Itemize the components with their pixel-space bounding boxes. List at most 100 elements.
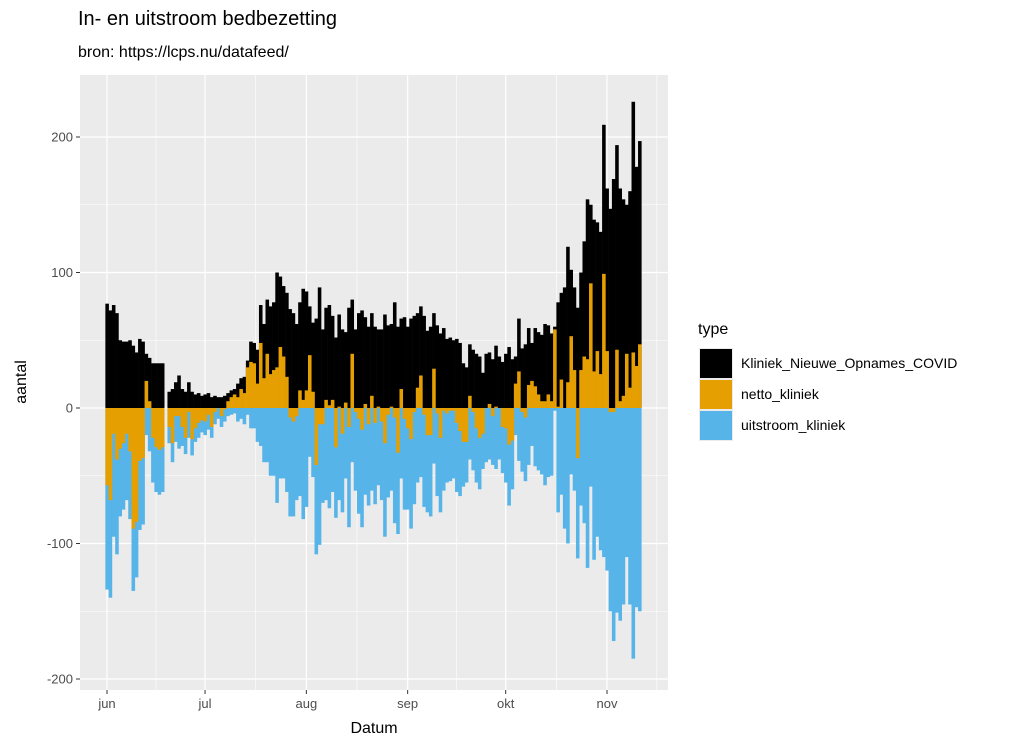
bar-uitstroom_kliniek bbox=[497, 408, 502, 460]
bar-netto_kliniek bbox=[412, 408, 417, 413]
bar-uitstroom_kliniek bbox=[249, 408, 253, 429]
bar-netto_kliniek bbox=[566, 382, 570, 408]
bar-Kliniek_Nieuwe_Opnames_COVID bbox=[151, 363, 155, 408]
bar-Kliniek_Nieuwe_Opnames_COVID bbox=[330, 315, 335, 408]
y-axis-label: aantal bbox=[13, 360, 30, 404]
bar-Kliniek_Nieuwe_Opnames_COVID bbox=[562, 287, 567, 408]
bar-uitstroom_kliniek bbox=[216, 408, 221, 419]
legend-label: uitstroom_kliniek bbox=[741, 417, 846, 433]
bar-uitstroom_kliniek bbox=[526, 408, 531, 465]
bar-netto_kliniek bbox=[196, 408, 201, 423]
bar-netto_kliniek bbox=[200, 408, 204, 421]
bar-uitstroom_kliniek bbox=[111, 408, 116, 537]
x-tick-label: sep bbox=[397, 696, 418, 711]
bar-uitstroom_kliniek bbox=[281, 408, 286, 479]
bar-netto_kliniek bbox=[517, 371, 521, 408]
bar-uitstroom_kliniek bbox=[468, 408, 472, 460]
bar-netto_kliniek bbox=[118, 408, 123, 449]
bar-uitstroom_kliniek bbox=[347, 408, 351, 528]
bar-netto_kliniek bbox=[242, 393, 247, 408]
bar-netto_kliniek bbox=[624, 353, 629, 408]
bar-uitstroom_kliniek bbox=[517, 408, 521, 461]
bar-netto_kliniek bbox=[379, 408, 384, 422]
bar-uitstroom_kliniek bbox=[128, 408, 132, 520]
bar-netto_kliniek bbox=[115, 408, 119, 460]
bar-netto_kliniek bbox=[121, 408, 126, 444]
bar-uitstroom_kliniek bbox=[389, 408, 394, 491]
bar-netto_kliniek bbox=[239, 389, 243, 408]
bar-Kliniek_Nieuwe_Opnames_COVID bbox=[634, 166, 639, 408]
bar-netto_kliniek bbox=[605, 351, 609, 408]
bar-netto_kliniek bbox=[569, 336, 573, 408]
bar-Kliniek_Nieuwe_Opnames_COVID bbox=[275, 272, 279, 408]
bar-uitstroom_kliniek bbox=[317, 408, 322, 545]
bar-netto_kliniek bbox=[474, 408, 479, 429]
bar-uitstroom_kliniek bbox=[124, 408, 129, 501]
bar-Kliniek_Nieuwe_Opnames_COVID bbox=[213, 395, 217, 408]
bar-Kliniek_Nieuwe_Opnames_COVID bbox=[379, 329, 384, 408]
bar-Kliniek_Nieuwe_Opnames_COVID bbox=[154, 363, 158, 408]
bar-Kliniek_Nieuwe_Opnames_COVID bbox=[582, 241, 587, 408]
bar-netto_kliniek bbox=[559, 379, 564, 408]
bar-uitstroom_kliniek bbox=[147, 408, 152, 452]
bar-netto_kliniek bbox=[138, 408, 142, 461]
bar-Kliniek_Nieuwe_Opnames_COVID bbox=[193, 394, 198, 408]
bar-Kliniek_Nieuwe_Opnames_COVID bbox=[575, 307, 580, 408]
bar-Kliniek_Nieuwe_Opnames_COVID bbox=[111, 305, 116, 408]
y-axis: -200 -100 0 100 200 bbox=[47, 130, 80, 687]
bar-Kliniek_Nieuwe_Opnames_COVID bbox=[624, 204, 629, 408]
bar-uitstroom_kliniek bbox=[265, 408, 270, 463]
bar-netto_kliniek bbox=[288, 408, 292, 418]
bar-Kliniek_Nieuwe_Opnames_COVID bbox=[605, 188, 609, 408]
bar-uitstroom_kliniek bbox=[549, 408, 554, 476]
bar-Kliniek_Nieuwe_Opnames_COVID bbox=[288, 309, 292, 408]
bar-uitstroom_kliniek bbox=[242, 408, 247, 425]
bar-Kliniek_Nieuwe_Opnames_COVID bbox=[595, 222, 600, 408]
bar-Kliniek_Nieuwe_Opnames_COVID bbox=[327, 305, 332, 408]
bar-netto_kliniek bbox=[392, 408, 397, 418]
bar-uitstroom_kliniek bbox=[144, 408, 149, 436]
bar-netto_kliniek bbox=[134, 408, 139, 522]
bar-Kliniek_Nieuwe_Opnames_COVID bbox=[389, 323, 394, 408]
bar-uitstroom_kliniek bbox=[350, 408, 355, 463]
bar-Kliniek_Nieuwe_Opnames_COVID bbox=[445, 338, 449, 408]
bar-netto_kliniek bbox=[327, 405, 332, 408]
bar-netto_kliniek bbox=[268, 374, 273, 408]
bar-netto_kliniek bbox=[546, 394, 551, 408]
bar-netto_kliniek bbox=[173, 408, 178, 417]
bar-netto_kliniek bbox=[370, 395, 374, 408]
bar-Kliniek_Nieuwe_Opnames_COVID bbox=[209, 397, 214, 408]
bar-uitstroom_kliniek bbox=[585, 408, 590, 568]
bar-netto_kliniek bbox=[301, 399, 306, 408]
bar-Kliniek_Nieuwe_Opnames_COVID bbox=[428, 326, 433, 408]
bar-uitstroom_kliniek bbox=[533, 408, 538, 467]
bar-Kliniek_Nieuwe_Opnames_COVID bbox=[631, 101, 636, 409]
bar-uitstroom_kliniek bbox=[226, 408, 230, 417]
bar-uitstroom_kliniek bbox=[572, 408, 577, 491]
bar-Kliniek_Nieuwe_Opnames_COVID bbox=[399, 318, 404, 408]
bar-Kliniek_Nieuwe_Opnames_COVID bbox=[549, 333, 554, 408]
bar-Kliniek_Nieuwe_Opnames_COVID bbox=[281, 286, 286, 408]
bar-uitstroom_kliniek bbox=[425, 408, 430, 513]
bar-Kliniek_Nieuwe_Opnames_COVID bbox=[337, 314, 341, 408]
bar-netto_kliniek bbox=[275, 367, 279, 408]
bar-Kliniek_Nieuwe_Opnames_COVID bbox=[406, 326, 410, 408]
bar-Kliniek_Nieuwe_Opnames_COVID bbox=[147, 357, 152, 408]
bar-uitstroom_kliniek bbox=[507, 408, 511, 506]
bar-uitstroom_kliniek bbox=[357, 408, 361, 514]
bar-netto_kliniek bbox=[461, 408, 466, 442]
bar-uitstroom_kliniek bbox=[258, 408, 263, 446]
bar-netto_kliniek bbox=[376, 406, 381, 408]
bar-Kliniek_Nieuwe_Opnames_COVID bbox=[124, 341, 129, 408]
bar-netto_kliniek bbox=[154, 408, 158, 448]
bar-Kliniek_Nieuwe_Opnames_COVID bbox=[611, 179, 616, 408]
bar-uitstroom_kliniek bbox=[121, 408, 126, 510]
bar-uitstroom_kliniek bbox=[157, 408, 162, 495]
bar-uitstroom_kliniek bbox=[314, 408, 319, 555]
x-tick-label: nov bbox=[597, 696, 618, 711]
y-tick-label: 100 bbox=[51, 265, 73, 280]
bar-uitstroom_kliniek bbox=[213, 408, 217, 425]
bar-uitstroom_kliniek bbox=[311, 408, 315, 478]
bar-netto_kliniek bbox=[291, 408, 296, 422]
bar-Kliniek_Nieuwe_Opnames_COVID bbox=[278, 276, 283, 408]
